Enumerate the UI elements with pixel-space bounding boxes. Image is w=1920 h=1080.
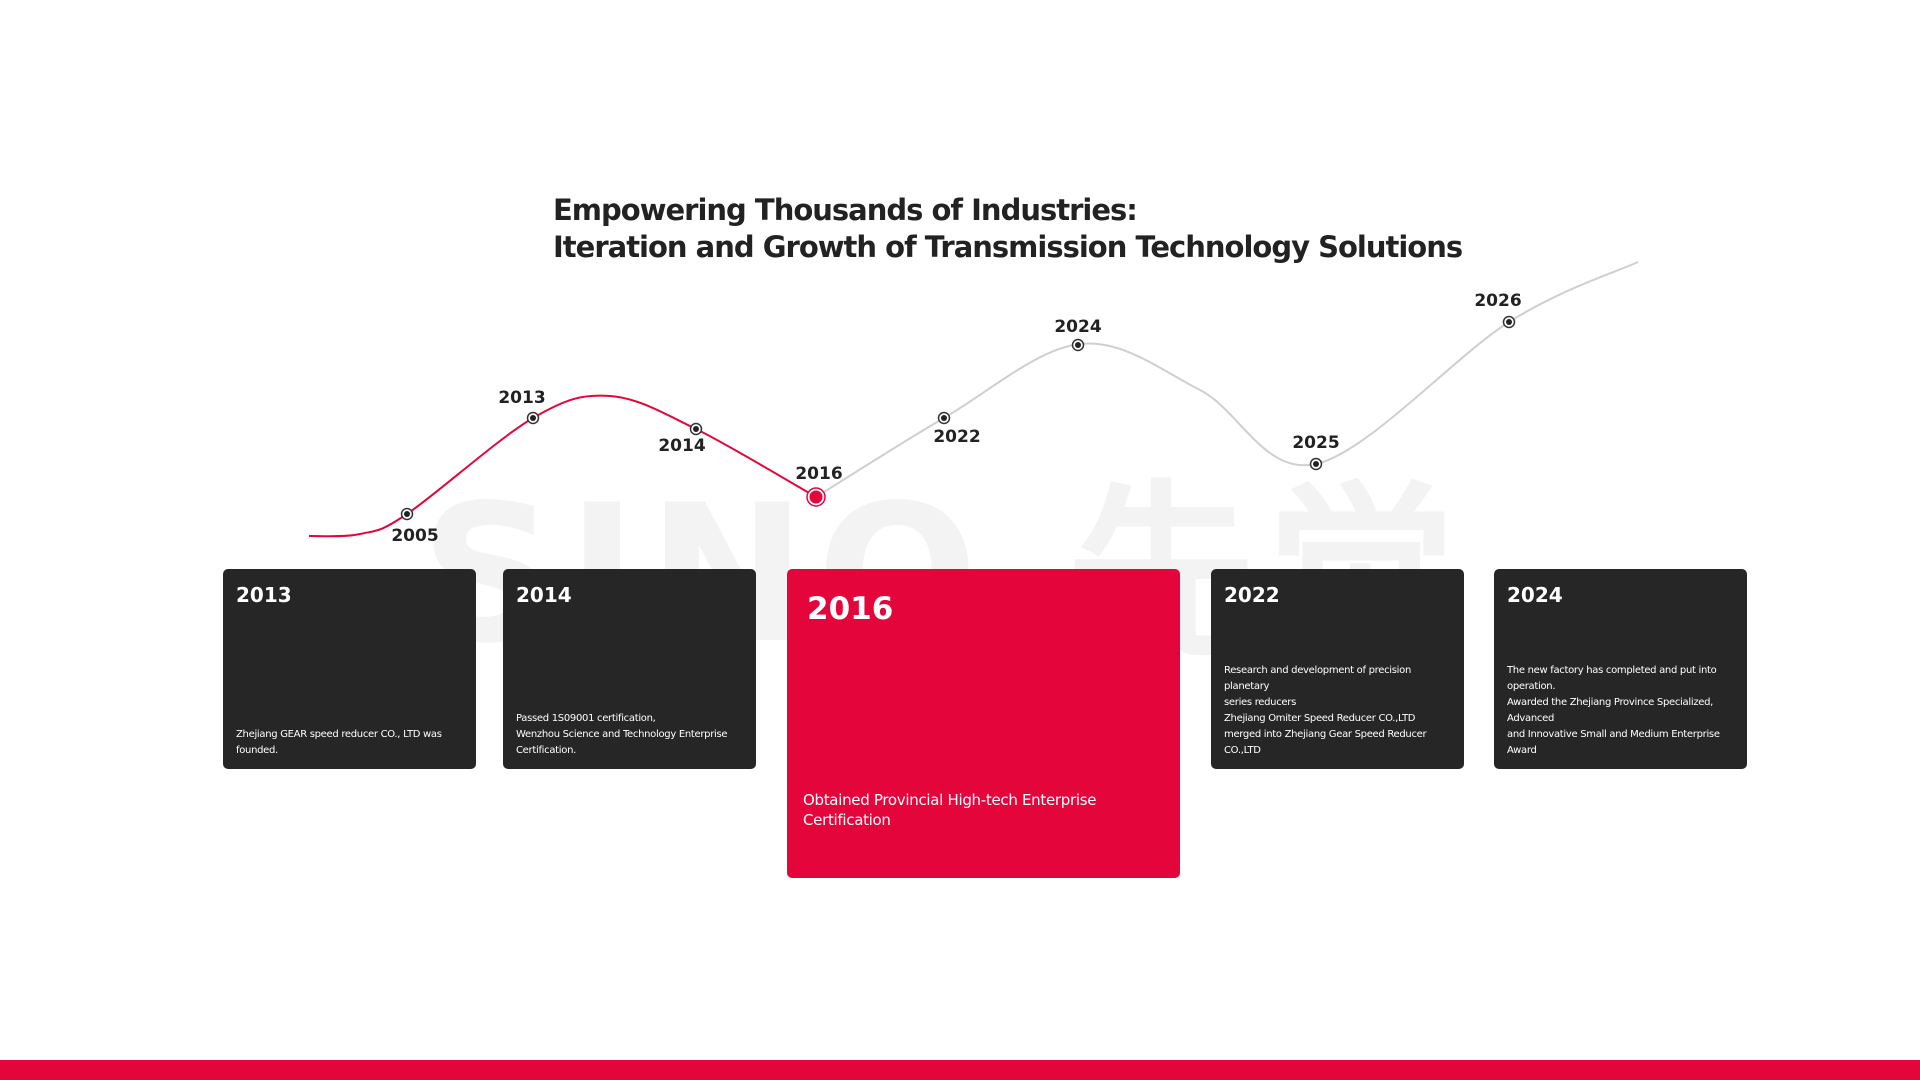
- node: [809, 490, 823, 504]
- card-year: 2014: [516, 583, 572, 607]
- card-year: 2013: [236, 583, 292, 607]
- node-label: 2013: [498, 388, 545, 408]
- node: [530, 415, 536, 421]
- card-line: Awarded the Zhejiang Province Specialize…: [1507, 697, 1714, 724]
- card-line: Zhejiang Omiter Speed Reducer CO.,LTD: [1224, 713, 1416, 724]
- footer-bar: [0, 1060, 1920, 1080]
- card-year: 2024: [1507, 583, 1563, 607]
- title-line: Iteration and Growth of Transmission Tec…: [553, 230, 1463, 264]
- title: Empowering Thousands of Industries: Iter…: [553, 192, 1463, 266]
- card-description: The new factory has completed and put in…: [1507, 663, 1741, 759]
- card-line: series reducers: [1224, 697, 1296, 708]
- card-line: merged into Zhejiang Gear Speed Reducer …: [1224, 729, 1427, 756]
- node-label: 2022: [933, 427, 980, 447]
- node-label: 2016: [795, 464, 842, 484]
- timeline-card: 2014 Passed 1S09001 certification, Wenzhou…: [503, 569, 756, 769]
- card-line: Obtained Provincial High-tech Enterprise…: [803, 791, 1097, 829]
- node-label: 2026: [1474, 291, 1521, 311]
- card-line: Certification.: [516, 745, 577, 756]
- node: [941, 415, 947, 421]
- card-line: and Innovative Small and Medium Enterpri…: [1507, 729, 1720, 756]
- curve-past: [308, 394, 817, 538]
- card-description: Research and development of precision pl…: [1224, 663, 1458, 759]
- node: [1313, 461, 1319, 467]
- timeline-card: 2013 Zhejiang GEAR speed reducer CO., LTD…: [223, 569, 476, 769]
- card-line: Passed 1S09001 certification,: [516, 713, 656, 724]
- node-label: 2024: [1054, 317, 1101, 337]
- card-line: The new factory has completed and put in…: [1507, 665, 1717, 692]
- card-year: 2016: [807, 591, 894, 627]
- card-year: 2022: [1224, 583, 1280, 607]
- card-description: Zhejiang GEAR speed reducer CO., LTD was…: [236, 727, 470, 759]
- card-line: Research and development of precision pl…: [1224, 665, 1412, 692]
- timeline-card: 2016 Obtained Provincial High-tech Enterp…: [787, 569, 1180, 878]
- timeline-card: 2022 Research and development of precisio…: [1211, 569, 1464, 769]
- card-description: Passed 1S09001 certification, Wenzhou Sci…: [516, 711, 750, 759]
- node: [693, 426, 699, 432]
- node: [1506, 319, 1512, 325]
- node-label: 2005: [391, 526, 438, 546]
- node-label: 2014: [658, 436, 705, 456]
- timeline-card: 2024 The new factory has completed and pu…: [1494, 569, 1747, 769]
- card-description: Obtained Provincial High-tech Enterprise…: [803, 790, 1174, 830]
- title-line: Empowering Thousands of Industries:: [553, 193, 1138, 227]
- node-label: 2025: [1292, 433, 1339, 453]
- node: [404, 511, 410, 517]
- card-line: Zhejiang GEAR speed reducer CO., LTD was…: [236, 729, 442, 756]
- card-line: Wenzhou Science and Technology Enterpris…: [516, 729, 728, 740]
- node: [1075, 342, 1081, 348]
